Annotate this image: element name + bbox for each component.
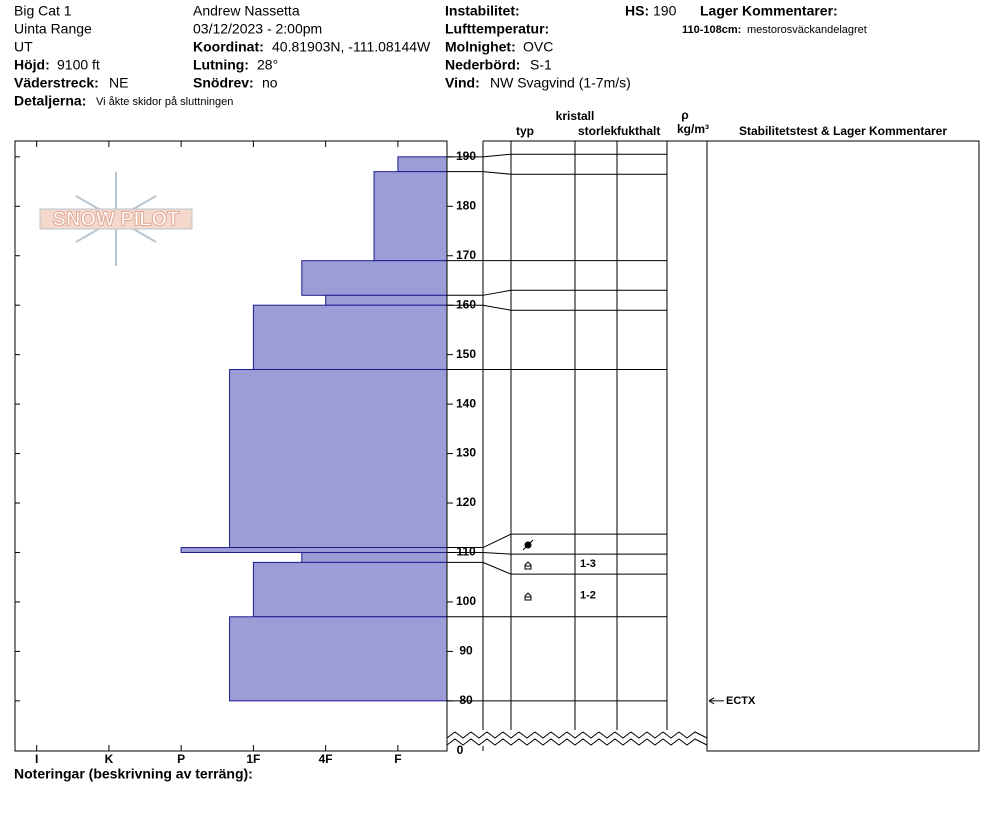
value: 40.81903N, -111.08144W: [272, 39, 431, 55]
layer-bar: [325, 294, 448, 306]
x-tick-label: K: [105, 752, 114, 766]
column-header: ρ: [681, 108, 688, 122]
stability-frame: [706, 140, 980, 752]
layer-bar: [373, 171, 448, 262]
grain-size: 1-2: [580, 589, 596, 601]
label: Koordinat:: [193, 39, 264, 55]
label: Snödrev:: [193, 75, 254, 91]
break-mask: [448, 730, 706, 746]
logo-band: [39, 208, 193, 230]
value: S-1: [530, 57, 552, 73]
logo: SNOW PILOT: [39, 172, 193, 266]
column-header: storlek: [578, 124, 618, 138]
value: 9100 ft: [57, 57, 100, 73]
label: Väderstreck:: [14, 75, 99, 91]
y-tick-label: 190: [456, 149, 476, 163]
notes-label: Noteringar (beskrivning av terräng):: [14, 766, 253, 782]
layer-connector: [482, 153, 512, 158]
label: 110-108cm:: [682, 24, 741, 36]
label: Vind:: [445, 75, 480, 91]
y-tick-label: 80: [459, 693, 473, 707]
x-tick-label: I: [35, 752, 38, 766]
column-header: Stabilitetstest & Lager Kommentarer: [739, 124, 947, 138]
grain-symbols: [522, 539, 534, 601]
layer-bar: [397, 156, 448, 173]
y-tick-label: 130: [456, 446, 476, 460]
label: Detaljerna:: [14, 93, 86, 109]
layer-connector: [482, 561, 512, 575]
grid: [446, 140, 708, 751]
x-tick-label: 4F: [319, 752, 333, 766]
value: no: [262, 75, 278, 91]
grain-symbol: [524, 561, 532, 570]
grain-symbol: [522, 539, 534, 551]
column-headers: kristall typ storlek fukthalt ρ kg/m³ St…: [516, 108, 947, 138]
label: Lufttemperatur:: [445, 21, 549, 37]
x-tick-label: P: [177, 752, 185, 766]
label: Molnighet:: [445, 39, 516, 55]
site: Big Cat 1: [14, 3, 72, 19]
y-origin-label: 0: [457, 743, 464, 757]
column-header: kg/m³: [677, 122, 709, 136]
layer-connector: [482, 171, 512, 175]
axis-break: [446, 738, 708, 746]
y-tick-label: 170: [456, 248, 476, 262]
y-tick-label: 120: [456, 495, 476, 509]
y-tick-label: 160: [456, 297, 476, 311]
value: OVC: [523, 39, 553, 55]
column-header: typ: [516, 124, 534, 138]
grain-size: 1-3: [580, 558, 596, 570]
value: 190: [653, 3, 677, 19]
grain-symbol: [524, 592, 532, 601]
value: 28°: [257, 57, 278, 73]
state: UT: [14, 39, 33, 55]
value: Vi åkte skidor på sluttningen: [96, 96, 233, 108]
layer-bar: [301, 551, 448, 563]
datetime: 03/12/2023 - 2:00pm: [193, 21, 322, 37]
layer-connector: [482, 289, 512, 296]
x-tick-label: 1F: [246, 752, 260, 766]
test-arrow-head: [708, 697, 715, 705]
layer-connector: [482, 304, 512, 311]
label: Lutning:: [193, 57, 249, 73]
layer-bar: [180, 547, 448, 553]
y-tick-label: 180: [456, 198, 476, 212]
layer-bar: [252, 304, 448, 370]
value: NW Svagvind (1-7m/s): [490, 75, 631, 91]
logo-text: SNOW PILOT: [53, 208, 180, 230]
label: Lager Kommentarer:: [700, 3, 838, 19]
y-tick-label: 90: [459, 644, 473, 658]
test-label: ECTX: [726, 695, 756, 707]
axis-break: [446, 731, 708, 739]
observer: Andrew Nassetta: [193, 3, 300, 19]
y-tick-label: 100: [456, 594, 476, 608]
layer-bar: [252, 561, 448, 618]
column-header: fukthalt: [617, 124, 660, 138]
x-tick-label: F: [394, 752, 401, 766]
column-header: kristall: [556, 109, 595, 123]
label: Höjd:: [14, 57, 50, 73]
value: mestorosväckandelagret: [747, 24, 867, 36]
y-tick-label: 110: [456, 545, 476, 559]
label: Nederbörd:: [445, 57, 520, 73]
layer-bar: [229, 616, 448, 702]
layer-connector: [482, 533, 512, 548]
layer-bar: [301, 260, 448, 296]
y-tick-label: 150: [456, 347, 476, 361]
y-tick-label: 140: [456, 396, 476, 410]
value: NE: [109, 75, 128, 91]
layer-bar: [229, 368, 448, 549]
label: HS:: [625, 3, 649, 19]
range: Uinta Range: [14, 21, 92, 37]
header: Big Cat 1 Uinta Range UT Höjd: 9100 ft V…: [14, 3, 867, 109]
label: Instabilitet:: [445, 3, 520, 19]
layer-connector: [482, 551, 512, 555]
